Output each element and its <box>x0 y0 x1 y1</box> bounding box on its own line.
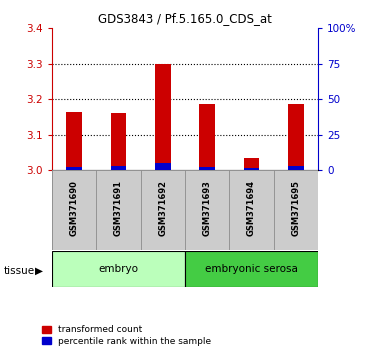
Bar <box>52 251 185 287</box>
Text: GSM371692: GSM371692 <box>158 180 167 236</box>
Bar <box>229 170 274 250</box>
Text: GSM371694: GSM371694 <box>247 180 256 236</box>
Bar <box>111 113 126 170</box>
Text: GSM371690: GSM371690 <box>70 180 78 236</box>
Text: embryonic serosa: embryonic serosa <box>205 264 298 274</box>
Bar <box>155 163 171 170</box>
Bar <box>288 104 304 170</box>
Text: GDS3843 / Pf.5.165.0_CDS_at: GDS3843 / Pf.5.165.0_CDS_at <box>98 12 272 25</box>
Bar <box>199 167 215 170</box>
Bar <box>96 170 141 250</box>
Bar <box>185 251 318 287</box>
Bar <box>244 168 259 170</box>
Legend: transformed count, percentile rank within the sample: transformed count, percentile rank withi… <box>41 325 211 346</box>
Bar <box>66 167 82 170</box>
Bar <box>155 64 171 170</box>
Text: GSM371693: GSM371693 <box>203 180 212 236</box>
Text: embryo: embryo <box>98 264 138 274</box>
Bar <box>141 170 185 250</box>
Bar <box>52 170 96 250</box>
Bar <box>66 112 82 170</box>
Bar <box>288 166 304 170</box>
Bar <box>185 170 229 250</box>
Bar <box>111 166 126 170</box>
Bar <box>244 158 259 170</box>
Bar <box>199 104 215 170</box>
Text: ▶: ▶ <box>35 266 43 276</box>
Text: tissue: tissue <box>4 266 35 276</box>
Text: GSM371691: GSM371691 <box>114 180 123 236</box>
Bar <box>274 170 318 250</box>
Text: GSM371695: GSM371695 <box>292 180 300 236</box>
